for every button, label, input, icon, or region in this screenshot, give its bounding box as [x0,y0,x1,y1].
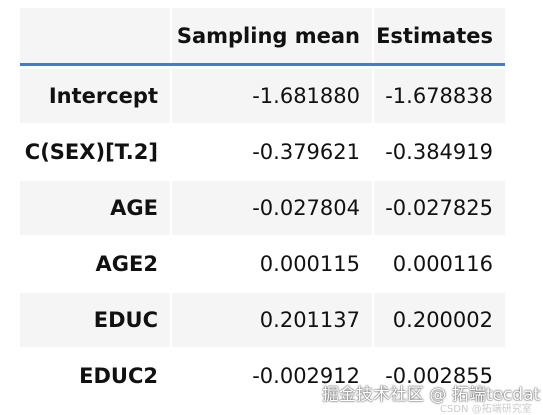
value-cell: -1.681880 [172,69,372,123]
value-cell: 0.000115 [172,237,372,291]
value-cell: -0.027825 [374,181,505,235]
value-cell: 0.201137 [172,293,372,347]
row-label: AGE [20,181,170,235]
column-header: Sampling mean [172,8,372,63]
row-label: C(SEX)[T.2] [20,125,170,179]
value-cell: -0.379621 [172,125,372,179]
row-label: EDUC [20,293,170,347]
value-cell: 0.200002 [374,293,505,347]
row-label: AGE2 [20,237,170,291]
value-cell: -1.678838 [374,69,505,123]
value-cell: -0.027804 [172,181,372,235]
value-cell: -0.002912 [172,349,372,403]
watermark: 掘金技术社区 @ 拓端tecdat [322,385,541,405]
row-label: Intercept [20,69,170,123]
value-cell: -0.002855 [374,349,505,403]
header-rule [20,63,505,66]
corner-cell [20,8,170,63]
value-cell: -0.384919 [374,125,505,179]
watermark-sub: CSDN @拓端研究室 [440,404,532,415]
column-header: Estimates [374,8,505,63]
row-label: EDUC2 [20,349,170,403]
value-cell: 0.000116 [374,237,505,291]
